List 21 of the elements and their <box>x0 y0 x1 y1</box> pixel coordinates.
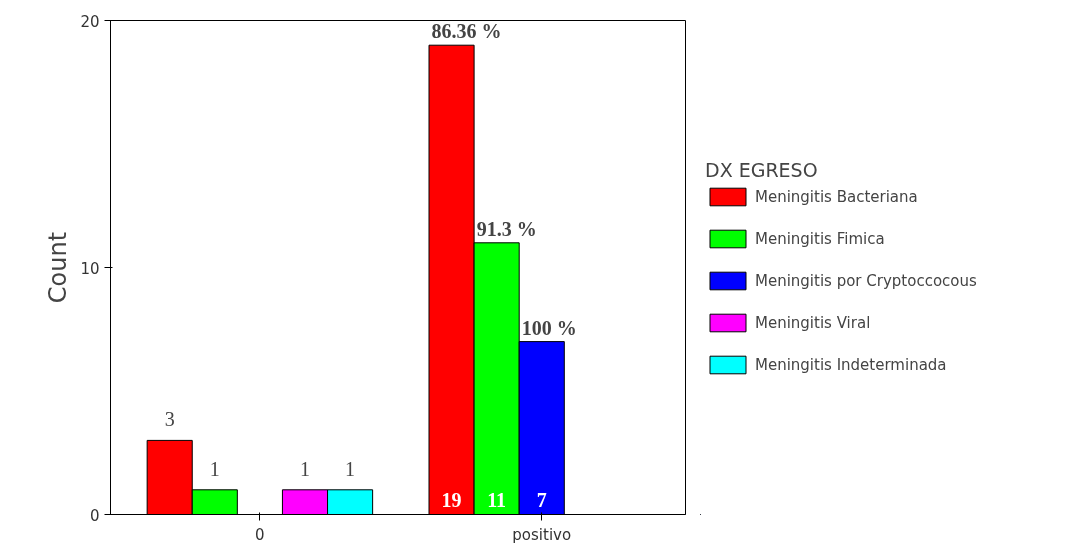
data-label: 3 <box>164 408 175 431</box>
annotation: 86.36 % <box>431 20 502 43</box>
legend-title: DX EGRESO <box>705 158 819 181</box>
y-tick-label: 0 <box>89 506 100 525</box>
x-tick-label: positivo <box>512 525 572 544</box>
y-axis-title: Count <box>44 231 73 304</box>
data-label: 19 <box>441 488 462 511</box>
legend-label: Meningitis por Cryptoccocous <box>755 271 977 290</box>
legend-label: Meningitis Viral <box>755 313 871 332</box>
data-label: 11 <box>487 488 507 511</box>
y-tick-label: 20 <box>80 12 100 31</box>
legend-label: Meningitis Indeterminada <box>755 355 947 374</box>
annotation: 91.3 % <box>476 217 537 240</box>
legend-label: Meningitis Bacteriana <box>755 187 918 206</box>
y-tick-label: 10 <box>80 259 100 278</box>
annotation: 100 % <box>521 316 577 339</box>
legend-label: Meningitis Fimica <box>755 229 885 248</box>
data-label: 1 <box>345 457 356 480</box>
data-label: 1 <box>209 457 220 480</box>
data-label: 7 <box>536 488 547 511</box>
data-label: 1 <box>299 457 310 480</box>
